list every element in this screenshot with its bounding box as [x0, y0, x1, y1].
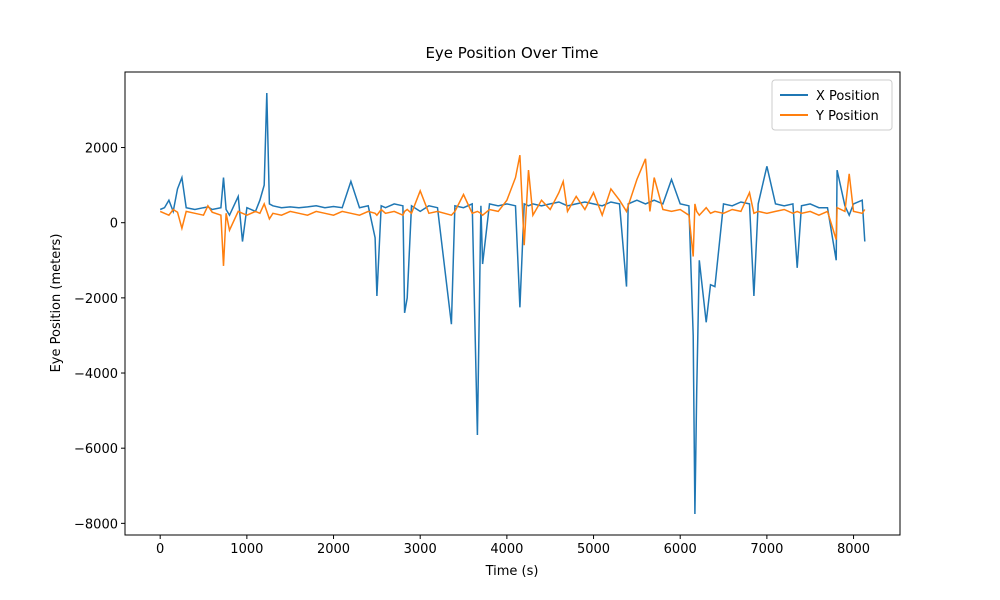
legend-box — [771, 79, 893, 131]
x-tick-label: 3000 — [404, 542, 437, 557]
plot-frame — [124, 71, 901, 536]
x-tick-label: 6000 — [664, 542, 697, 557]
x-tick-label: 4000 — [490, 542, 523, 557]
x-tick-label: 7000 — [750, 542, 783, 557]
y-tick-label: −8000 — [74, 517, 118, 532]
x-tick-label: 1000 — [230, 542, 263, 557]
legend-label: Y Position — [815, 109, 879, 124]
data-line — [159, 154, 866, 266]
y-tick-label: 0 — [110, 217, 118, 232]
x-axis-label: Time (s) — [485, 564, 539, 579]
x-tick-label: 2000 — [317, 542, 350, 557]
y-tick-label: −6000 — [74, 442, 118, 457]
chart-title: Eye Position Over Time — [425, 44, 598, 62]
y-tick-label: −4000 — [74, 367, 118, 382]
y-axis-label: Eye Position (meters) — [49, 234, 64, 373]
y-tick-label: −2000 — [74, 292, 118, 307]
x-tick-label: 0 — [156, 542, 164, 557]
x-tick-label: 8000 — [837, 542, 870, 557]
x-tick-label: 5000 — [577, 542, 610, 557]
y-tick-label: 2000 — [85, 142, 118, 157]
data-line — [159, 92, 866, 515]
legend-label: X Position — [816, 89, 880, 104]
